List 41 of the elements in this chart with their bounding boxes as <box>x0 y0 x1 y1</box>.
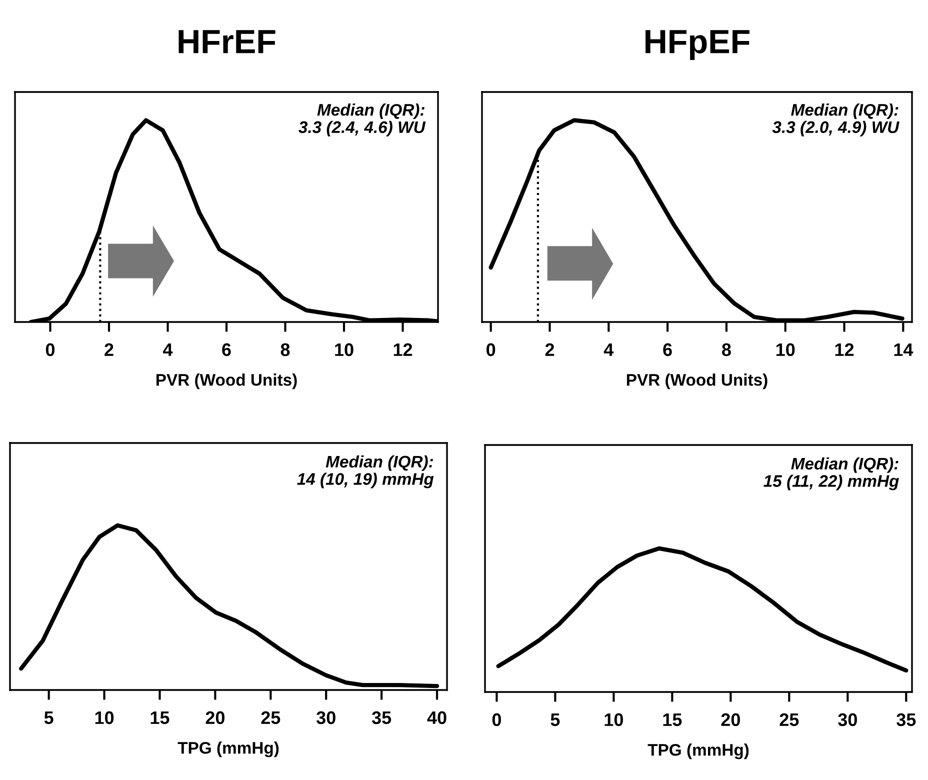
x-tick-label: 2 <box>104 343 114 356</box>
text: Median (IQR): 15 (11, 22) mmHg <box>764 457 899 490</box>
x-tick-label: 8 <box>722 343 731 356</box>
chart-title: HFpEF <box>646 30 750 60</box>
x-axis-title: TPG (mmHg) <box>648 744 749 760</box>
x-tick-label: 5 <box>44 711 54 724</box>
x-tick-label: 12 <box>835 343 854 356</box>
x-axis-title: TPG (mmHg) <box>178 742 279 758</box>
x-tick-label: 0 <box>46 343 55 356</box>
x-tick-label: 20 <box>721 713 740 726</box>
x-tick-label: 10 <box>95 711 114 724</box>
x-tick-label: 12 <box>394 343 412 356</box>
x-tick-label: 15 <box>663 713 682 726</box>
x-tick-label: 0 <box>492 713 501 726</box>
x-tick-label: 4 <box>163 343 173 356</box>
x-tick-label: 30 <box>838 713 857 726</box>
x-tick-label: 20 <box>206 711 224 724</box>
x-tick-label: 2 <box>545 343 554 356</box>
x-axis-title: PVR (Wood Units) <box>156 374 297 390</box>
x-tick-label: 40 <box>427 711 446 724</box>
x-tick-label: 25 <box>261 711 280 724</box>
x-tick-label: 4 <box>604 343 614 356</box>
annotation: Median (IQR): 3.3 (2.4, 4.6) WU <box>298 104 426 136</box>
x-tick-label: 10 <box>335 343 354 356</box>
x-tick-label: 14 <box>894 343 914 356</box>
x-tick-label: 6 <box>663 343 672 356</box>
x-tick-label: 0 <box>486 343 496 356</box>
x-tick-label: 5 <box>550 713 560 726</box>
x-tick-label: 25 <box>780 713 799 726</box>
annotation: Median (IQR): 3.3 (2.0, 4.9) WU <box>772 104 900 136</box>
x-tick-label: 35 <box>372 711 392 724</box>
x-tick-label: 10 <box>776 343 795 356</box>
x-tick-label: 30 <box>316 711 336 724</box>
x-tick-label: 6 <box>222 343 231 356</box>
x-axis-title: PVR (Wood Units) <box>626 374 768 390</box>
text: Median (IQR): 14 (10, 19) mmHg <box>297 455 434 488</box>
x-tick-label: 10 <box>604 713 623 726</box>
x-tick-label: 8 <box>280 343 290 356</box>
chart-title: HFrEF <box>178 30 276 54</box>
x-tick-label: 35 <box>896 713 916 726</box>
x-tick-label: 15 <box>150 711 170 724</box>
